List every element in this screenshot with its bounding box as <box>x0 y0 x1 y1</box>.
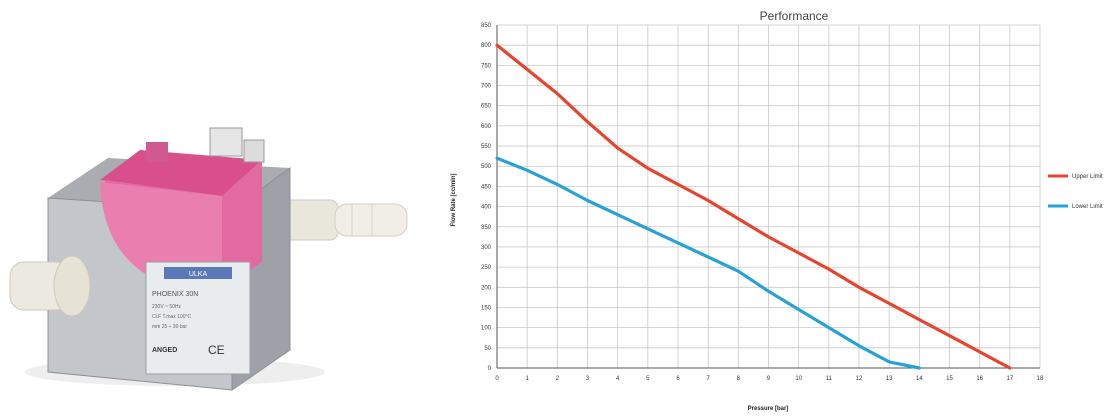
label-line-1: 230V ~ 50Hz <box>152 304 182 310</box>
y-tick-label: 500 <box>481 164 492 170</box>
x-tick-label: 5 <box>646 376 650 382</box>
chart-series <box>495 43 1012 370</box>
x-tick-label: 7 <box>706 376 710 382</box>
y-tick-label: 100 <box>481 326 492 332</box>
x-tick-label: 13 <box>886 376 893 382</box>
y-tick-label: 700 <box>481 84 492 90</box>
pump-label-plate: ULKA PHOENIX 30N 230V ~ 50Hz Cl.F T.max … <box>145 261 251 375</box>
label-model: PHOENIX 30N <box>152 291 198 298</box>
chart-title: Performance <box>760 9 829 23</box>
x-tick-label: 17 <box>1006 376 1013 382</box>
y-tick-label: 50 <box>484 346 491 352</box>
product-photo: ULKA PHOENIX 30N 230V ~ 50Hz Cl.F T.max … <box>9 127 408 391</box>
x-tick-label: 8 <box>737 376 741 382</box>
y-tick-label: 650 <box>481 104 492 110</box>
x-tick-label: 14 <box>916 376 923 382</box>
y-tick-label: 750 <box>481 63 492 69</box>
label-line-3: mm 25 ÷ 30 bar <box>152 324 187 330</box>
x-tick-label: 15 <box>946 376 953 382</box>
chart-legend: Upper Limit Lower Limit <box>1048 174 1103 210</box>
y-tick-label: 450 <box>481 184 492 190</box>
y-tick-label: 800 <box>481 43 492 49</box>
x-tick-label: 0 <box>495 376 499 382</box>
x-tick-label: 4 <box>616 376 620 382</box>
y-tick-label: 350 <box>481 225 492 231</box>
label-brand: ULKA <box>189 271 208 278</box>
label-maker: ANGED <box>152 347 177 354</box>
series-line-lower-limit <box>495 156 921 370</box>
y-tick-label: 0 <box>488 366 492 372</box>
y-axis-title: Flow Rate [cc/min] <box>451 173 457 226</box>
legend-label: Lower Limit <box>1072 204 1103 210</box>
pump-inlet-nozzle <box>9 255 91 317</box>
x-axis-title: Pressure [bar] <box>748 406 789 412</box>
y-tick-label: 300 <box>481 245 492 251</box>
chart-axes: 0 1 2 3 4 5 6 7 8 9 10 11 12 13 14 15 16 17 18050100150200… <box>481 23 1044 382</box>
x-tick-label: 16 <box>976 376 983 382</box>
x-tick-label: 1 <box>525 376 529 382</box>
legend-label: Upper Limit <box>1072 174 1103 180</box>
y-tick-label: 250 <box>481 265 492 271</box>
label-line-2: Cl.F T.max 100°C <box>152 314 192 320</box>
x-tick-label: 2 <box>556 376 560 382</box>
y-tick-label: 400 <box>481 205 492 211</box>
y-tick-label: 600 <box>481 124 492 130</box>
y-tick-label: 150 <box>481 305 492 311</box>
x-tick-label: 12 <box>856 376 863 382</box>
chart-grid <box>496 24 1041 369</box>
x-tick-label: 9 <box>767 376 771 382</box>
x-tick-label: 11 <box>826 376 833 382</box>
label-ce-mark: CE <box>208 343 225 357</box>
y-tick-label: 850 <box>481 23 492 29</box>
x-tick-label: 6 <box>676 376 680 382</box>
series-line-upper-limit <box>495 43 1012 370</box>
x-tick-label: 18 <box>1037 376 1044 382</box>
y-tick-label: 550 <box>481 144 492 150</box>
y-tick-label: 200 <box>481 285 492 291</box>
x-tick-label: 10 <box>795 376 802 382</box>
x-tick-label: 3 <box>586 376 590 382</box>
performance-chart: Performance 0 1 2 3 4 5 6 7 8 9 10 11 12 13 14 15 16 17 18… <box>451 9 1103 412</box>
